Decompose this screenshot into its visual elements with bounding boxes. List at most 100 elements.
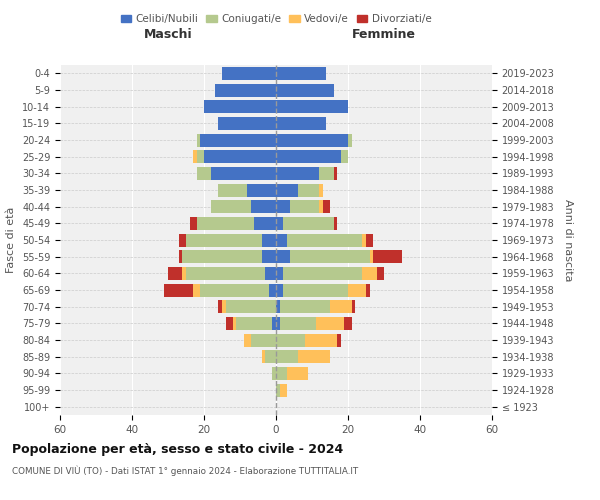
Bar [247, 184, 276, 196]
Bar [366, 234, 373, 246]
Bar [276, 117, 326, 130]
Bar [197, 150, 204, 163]
Bar [218, 184, 247, 196]
Bar [262, 350, 265, 363]
Bar [362, 267, 377, 280]
Bar [276, 284, 283, 296]
Bar [265, 267, 276, 280]
Bar [283, 284, 348, 296]
Bar [298, 184, 319, 196]
Bar [319, 184, 323, 196]
Bar [215, 84, 276, 96]
Bar [254, 217, 276, 230]
Bar [370, 250, 373, 263]
Bar [373, 250, 402, 263]
Bar [193, 150, 197, 163]
Bar [280, 300, 330, 313]
Bar [179, 234, 186, 246]
Bar [276, 317, 280, 330]
Bar [323, 200, 330, 213]
Bar [211, 200, 251, 213]
Bar [334, 167, 337, 180]
Bar [193, 284, 200, 296]
Text: Femmine: Femmine [352, 28, 416, 40]
Bar [262, 234, 276, 246]
Bar [197, 134, 200, 146]
Bar [276, 367, 287, 380]
Bar [341, 150, 348, 163]
Bar [272, 317, 276, 330]
Bar [276, 67, 326, 80]
Bar [218, 117, 276, 130]
Text: Maschi: Maschi [143, 28, 193, 40]
Y-axis label: Fasce di età: Fasce di età [7, 207, 16, 273]
Bar [276, 300, 280, 313]
Bar [276, 234, 287, 246]
Bar [276, 84, 334, 96]
Bar [276, 217, 283, 230]
Bar [244, 334, 251, 346]
Bar [222, 67, 276, 80]
Bar [352, 300, 355, 313]
Bar [218, 300, 222, 313]
Bar [186, 267, 265, 280]
Bar [186, 234, 262, 246]
Text: Popolazione per età, sesso e stato civile - 2024: Popolazione per età, sesso e stato civil… [12, 442, 343, 456]
Bar [290, 200, 319, 213]
Bar [190, 217, 197, 230]
Bar [276, 100, 348, 113]
Bar [276, 250, 290, 263]
Bar [377, 267, 384, 280]
Bar [168, 267, 182, 280]
Bar [182, 250, 262, 263]
Bar [319, 167, 334, 180]
Bar [265, 350, 276, 363]
Bar [287, 234, 362, 246]
Bar [226, 300, 276, 313]
Bar [330, 300, 352, 313]
Bar [204, 150, 276, 163]
Bar [298, 350, 330, 363]
Bar [276, 267, 283, 280]
Bar [283, 267, 362, 280]
Bar [262, 250, 276, 263]
Bar [236, 317, 272, 330]
Bar [337, 334, 341, 346]
Bar [348, 284, 366, 296]
Bar [362, 234, 366, 246]
Bar [197, 167, 211, 180]
Bar [276, 150, 341, 163]
Text: COMUNE DI VIÙ (TO) - Dati ISTAT 1° gennaio 2024 - Elaborazione TUTTITALIA.IT: COMUNE DI VIÙ (TO) - Dati ISTAT 1° genna… [12, 466, 358, 476]
Bar [204, 100, 276, 113]
Bar [272, 367, 276, 380]
Bar [280, 384, 287, 396]
Bar [200, 134, 276, 146]
Bar [269, 284, 276, 296]
Bar [348, 134, 352, 146]
Bar [200, 284, 269, 296]
Bar [344, 317, 352, 330]
Bar [290, 250, 370, 263]
Bar [276, 200, 290, 213]
Bar [179, 250, 182, 263]
Bar [226, 317, 233, 330]
Bar [366, 284, 370, 296]
Bar [287, 367, 308, 380]
Bar [197, 217, 254, 230]
Bar [319, 200, 323, 213]
Bar [251, 200, 276, 213]
Bar [276, 134, 348, 146]
Legend: Celibi/Nubili, Coniugati/e, Vedovi/e, Divorziati/e: Celibi/Nubili, Coniugati/e, Vedovi/e, Di… [116, 10, 436, 29]
Bar [211, 167, 276, 180]
Bar [316, 317, 344, 330]
Bar [334, 217, 337, 230]
Bar [305, 334, 337, 346]
Bar [276, 350, 298, 363]
Y-axis label: Anni di nascita: Anni di nascita [563, 198, 573, 281]
Bar [222, 300, 226, 313]
Bar [276, 334, 305, 346]
Bar [276, 184, 298, 196]
Bar [280, 317, 316, 330]
Bar [283, 217, 334, 230]
Bar [276, 167, 319, 180]
